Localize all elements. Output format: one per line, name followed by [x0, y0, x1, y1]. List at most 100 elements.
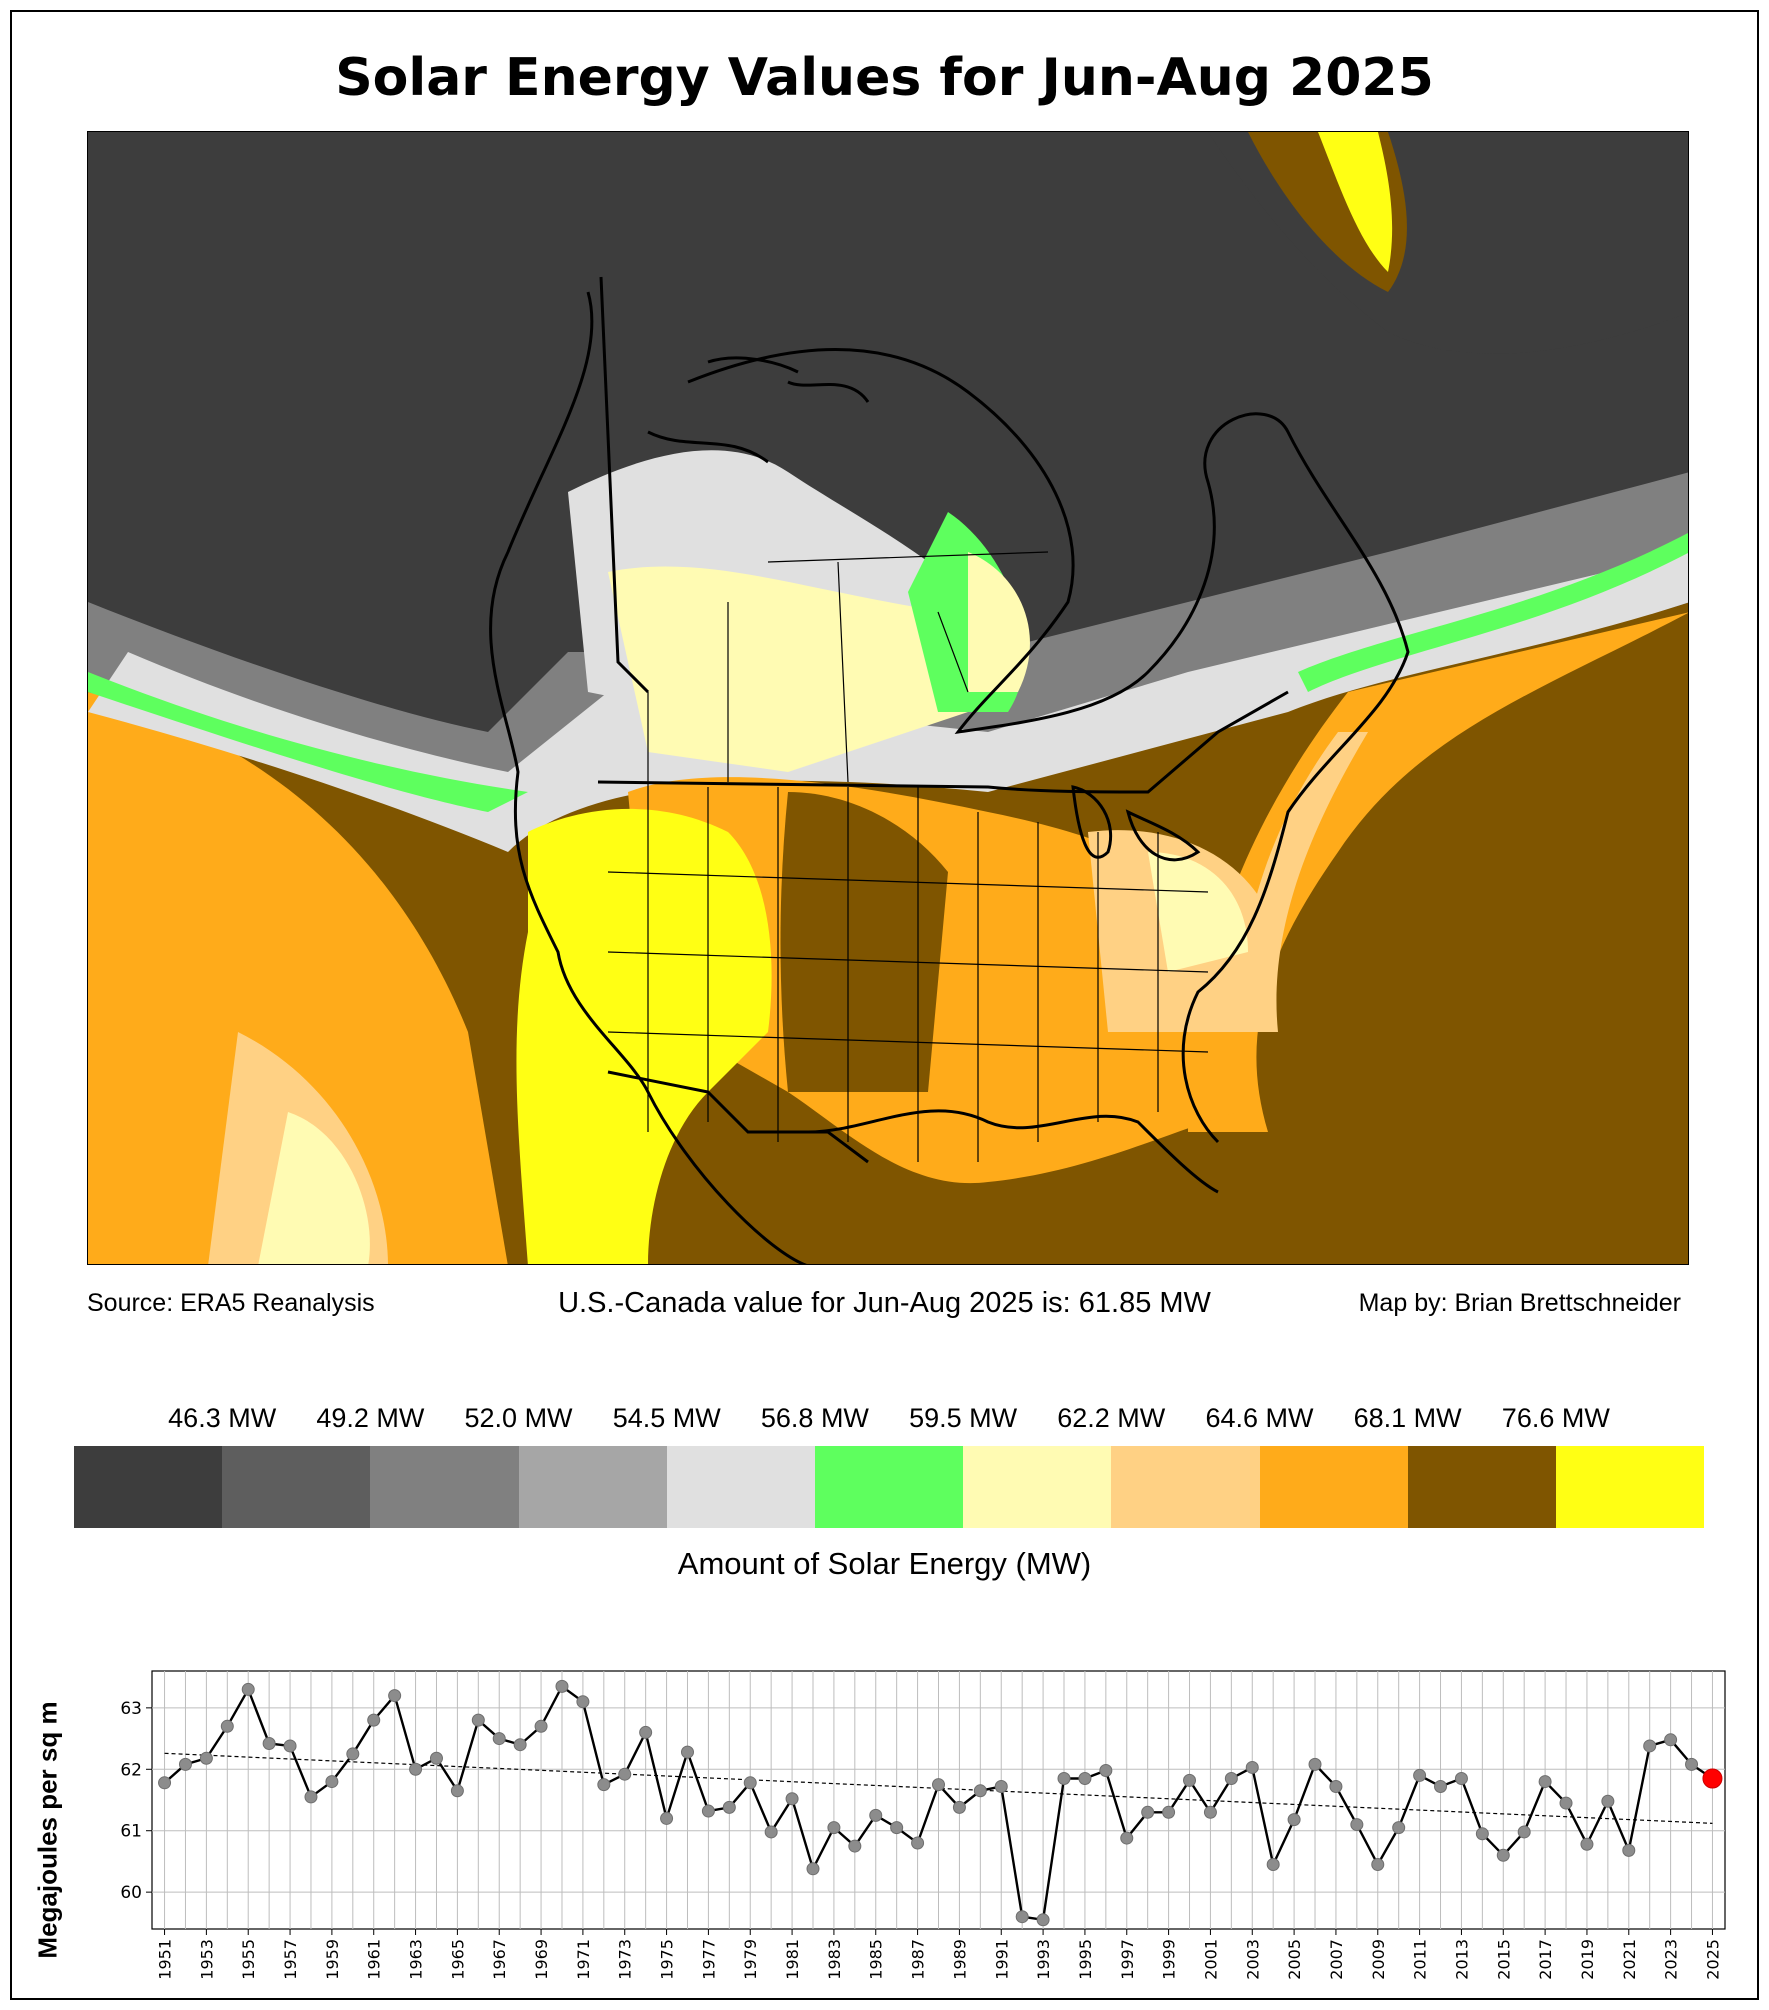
- data-point: [1224, 1772, 1238, 1785]
- atlantic-green-band: [1298, 533, 1688, 692]
- country-borders: [597, 276, 1289, 1164]
- x-tick-label: 1959: [323, 1939, 342, 1980]
- data-point: [806, 1862, 820, 1876]
- data-point: [178, 1757, 192, 1771]
- colorbar-label: 52.0 MW: [464, 1403, 573, 1433]
- data-point: [848, 1839, 862, 1853]
- data-point: [597, 1778, 611, 1792]
- colorbar-swatch: [666, 1446, 815, 1528]
- data-point: [1099, 1764, 1113, 1778]
- arctic-islands: [647, 356, 870, 464]
- x-tick-label: 1993: [1034, 1939, 1053, 1980]
- x-tick-label: 1977: [699, 1939, 718, 1980]
- data-point: [618, 1767, 632, 1781]
- data-point: [199, 1751, 213, 1765]
- data-point: [1141, 1805, 1155, 1819]
- data-point: [1120, 1831, 1134, 1845]
- data-point: [1392, 1821, 1406, 1835]
- data-point: [1015, 1910, 1029, 1924]
- data-point: [639, 1725, 653, 1739]
- x-tick-label: 2015: [1494, 1939, 1513, 1980]
- colorbar-swatch: [222, 1446, 371, 1528]
- atlantic-light-zone: [1238, 732, 1368, 1032]
- data-point: [660, 1811, 674, 1825]
- data-point: [409, 1762, 423, 1776]
- data-point: [1203, 1805, 1217, 1819]
- colorbar-swatch: [370, 1446, 519, 1528]
- solar-energy-map: [87, 131, 1689, 1265]
- data-point: [346, 1747, 360, 1761]
- x-tick-label: 2021: [1620, 1939, 1639, 1980]
- data-point: [890, 1821, 904, 1835]
- great-lakes: [1071, 785, 1201, 862]
- x-tick-label: 1999: [1160, 1939, 1179, 1980]
- data-point: [1601, 1794, 1615, 1808]
- east-pale-zone: [1148, 852, 1248, 972]
- colorbar-label: 64.6 MW: [1205, 1403, 1314, 1433]
- x-tick-label: 2019: [1578, 1939, 1597, 1980]
- data-point: [1517, 1825, 1531, 1839]
- data-point: [994, 1779, 1008, 1793]
- data-point: [1622, 1843, 1636, 1857]
- us-mexico-border: [607, 1070, 869, 1164]
- data-point: [1454, 1772, 1468, 1785]
- page-title: Solar Energy Values for Jun-Aug 2025: [335, 48, 1434, 108]
- data-point: [325, 1775, 339, 1789]
- data-point: [764, 1825, 778, 1839]
- x-tick-label: 1967: [490, 1939, 509, 1980]
- plains-brown-zone: [780, 792, 948, 1092]
- data-point: [471, 1713, 485, 1727]
- data-point: [911, 1836, 925, 1850]
- x-tick-label: 1963: [407, 1939, 426, 1980]
- x-tick-label: 2005: [1285, 1939, 1304, 1980]
- data-point: [1078, 1772, 1092, 1785]
- data-point: [701, 1804, 715, 1818]
- alaska-canada-border: [599, 276, 650, 694]
- state-borders: [607, 551, 1209, 1162]
- data-point: [785, 1792, 799, 1806]
- x-tick-label: 2007: [1327, 1939, 1346, 1980]
- colorbar-label: 62.2 MW: [1057, 1403, 1166, 1433]
- colorbar: [74, 1446, 1705, 1528]
- x-tick-label: 1979: [741, 1939, 760, 1980]
- data-point: [1287, 1813, 1301, 1827]
- data-point: [1329, 1779, 1343, 1793]
- data-point: [158, 1776, 172, 1790]
- north-light-zone: [88, 552, 1688, 852]
- data-point: [973, 1784, 987, 1798]
- x-tick-label: 1991: [992, 1939, 1011, 1980]
- data-point: [534, 1719, 548, 1733]
- data-point: [367, 1713, 381, 1727]
- data-point: [450, 1784, 464, 1798]
- highlight-point: [1702, 1768, 1723, 1789]
- us-canada-border: [597, 690, 1289, 794]
- colorbar-swatch: [1555, 1446, 1705, 1528]
- y-tick-label: 60: [120, 1883, 142, 1903]
- hudson-pale-zone: [968, 552, 1030, 692]
- data-point: [743, 1776, 757, 1790]
- colorbar-swatch: [1407, 1446, 1556, 1528]
- data-point: [1538, 1775, 1552, 1789]
- data-point: [1162, 1805, 1176, 1819]
- data-point: [1057, 1772, 1071, 1785]
- data-point: [680, 1745, 694, 1759]
- data-point: [283, 1739, 297, 1753]
- x-tick-label: 1987: [909, 1939, 928, 1980]
- pacific-green-band: [88, 672, 528, 812]
- credit-caption: Map by: Brian Brettschneider: [1358, 1289, 1681, 1317]
- data-point: [932, 1778, 945, 1792]
- colorbar-label: 56.8 MW: [760, 1403, 869, 1433]
- coastlines: [489, 291, 1410, 1264]
- x-tick-label: 2011: [1411, 1939, 1430, 1980]
- colorbar-label: 76.6 MW: [1501, 1403, 1610, 1433]
- gulf-coastline: [807, 1109, 1219, 1194]
- x-tick-label: 1965: [448, 1939, 467, 1980]
- colorbar-swatch: [1111, 1446, 1260, 1528]
- x-tick-label: 2003: [1243, 1939, 1262, 1980]
- greenland-yellow-zone: [1318, 132, 1393, 272]
- data-point: [1664, 1733, 1678, 1747]
- x-tick-label: 2009: [1369, 1939, 1388, 1980]
- colorbar-swatch: [814, 1446, 964, 1528]
- data-point: [1475, 1827, 1489, 1841]
- data-point: [429, 1751, 443, 1765]
